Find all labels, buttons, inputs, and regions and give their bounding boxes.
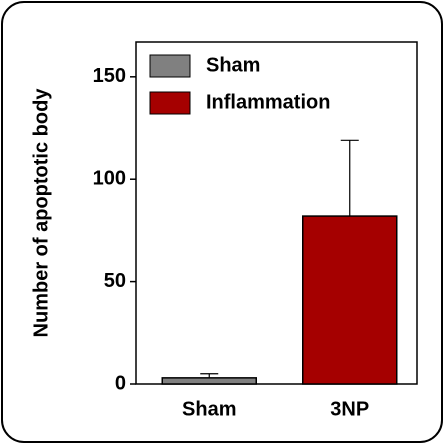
plot-frame [135,41,418,385]
y-axis-label: Number of apoptotic body [30,88,52,338]
bar [302,215,398,385]
y-tick-label: 0 [115,372,126,394]
y-tick-label: 100 [93,167,126,189]
y-tick-label: 50 [104,270,126,292]
legend-label: Inflammation [206,91,330,113]
x-tick-label: Sham [182,398,236,420]
legend-swatch [149,91,191,115]
bar [161,377,257,385]
legend-swatch [149,54,191,78]
legend-label: Sham [206,54,260,76]
x-tick-label: 3NP [330,398,369,420]
y-tick-label: 150 [93,65,126,87]
